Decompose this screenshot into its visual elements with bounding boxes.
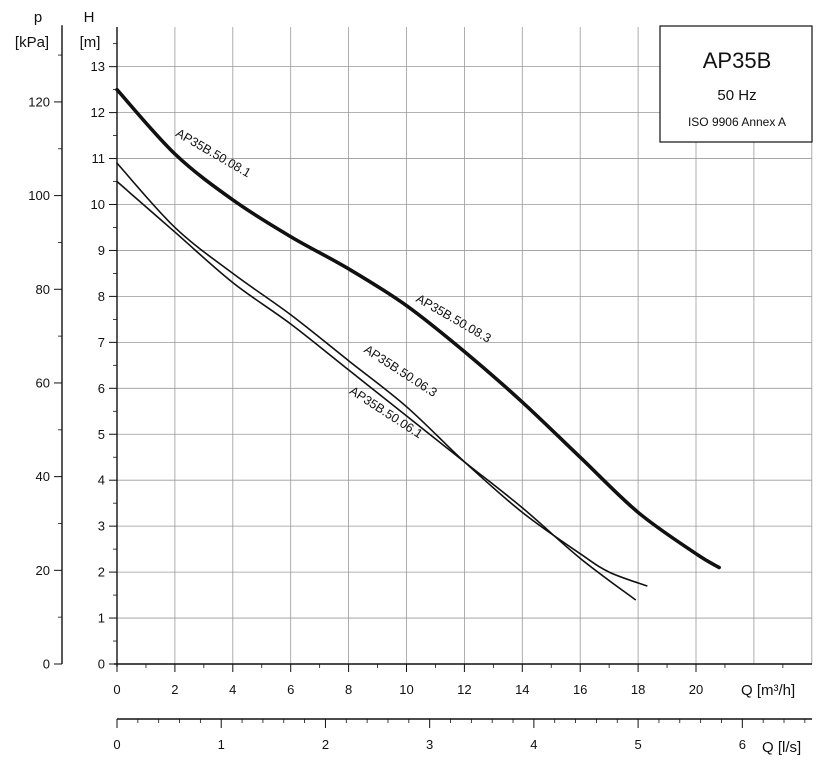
x-tick-label: 2 [171,682,178,697]
series-line [115,87,721,570]
x2-tick-label: 4 [530,737,537,752]
y-tick-label: 11 [92,151,106,166]
y-tick-label: 8 [98,289,105,304]
x2-tick-label: 3 [426,737,433,752]
series-label: AP35B.50.06.3 [361,342,439,400]
x-tick-label: 20 [689,682,703,697]
axis-titles: p [kPa] H [m] Q [m³/h] Q [l/s] [15,9,801,756]
title-box-frame [659,25,813,143]
y-tick-label: 2 [98,565,105,580]
y2-tick-label: 0 [43,657,50,672]
title-box: AP35B 50 Hz ISO 9906 Annex A [659,25,813,143]
y2-tick-label: 20 [36,563,50,578]
y-axis-label: H [84,9,95,26]
y-tick-label: 0 [98,657,105,672]
series-line [116,162,648,587]
y-tick-label: 6 [98,381,105,396]
y-tick-label: 5 [98,427,105,442]
x-tick-label: 4 [229,682,236,697]
x2-tick-label: 5 [634,737,641,752]
y-tick-label: 7 [98,335,105,350]
series-line [116,180,636,601]
x2-tick-label: 1 [218,737,225,752]
x2-tick-label: 6 [739,737,746,752]
series-label: AP35B.50.08.1 [173,126,253,180]
y2-tick-label: 40 [36,469,50,484]
y-axis-unit: [m] [80,34,101,51]
y-tick-label: 13 [91,59,105,74]
y-tick-label: 12 [91,105,105,120]
x-tick-label: 6 [287,682,294,697]
x-tick-label: 16 [573,682,587,697]
chart-title: AP35B [703,48,772,73]
y2-axis-label: p [34,9,42,26]
x-tick-label: 10 [399,682,413,697]
x2-axis-label: Q [l/s] [762,739,801,756]
curves: AP35B.50.08.1AP35B.50.08.3AP35B.50.06.3A… [115,87,721,601]
chart-standard-note: ISO 9906 Annex A [688,115,786,129]
x-tick-label: 14 [515,682,529,697]
y-tick-label: 9 [98,243,105,258]
y-tick-label: 3 [98,519,105,534]
x2-tick-label: 0 [113,737,120,752]
x-tick-label: 12 [457,682,471,697]
x-tick-label: 0 [113,682,120,697]
x2-tick-label: 2 [322,737,329,752]
y2-tick-label: 120 [28,94,50,109]
x-tick-label: 18 [631,682,645,697]
y2-tick-label: 100 [28,188,50,203]
x-axis-label: Q [m³/h] [741,682,795,699]
y2-tick-label: 80 [36,282,50,297]
y-tick-label: 4 [98,473,105,488]
x-tick-label: 8 [345,682,352,697]
y-tick-label: 10 [91,197,105,212]
series-line [115,87,721,570]
y2-tick-label: 60 [36,375,50,390]
y-tick-label: 1 [98,611,105,626]
chart-subtitle: 50 Hz [717,87,756,104]
y2-axis-unit: [kPa] [15,34,49,51]
